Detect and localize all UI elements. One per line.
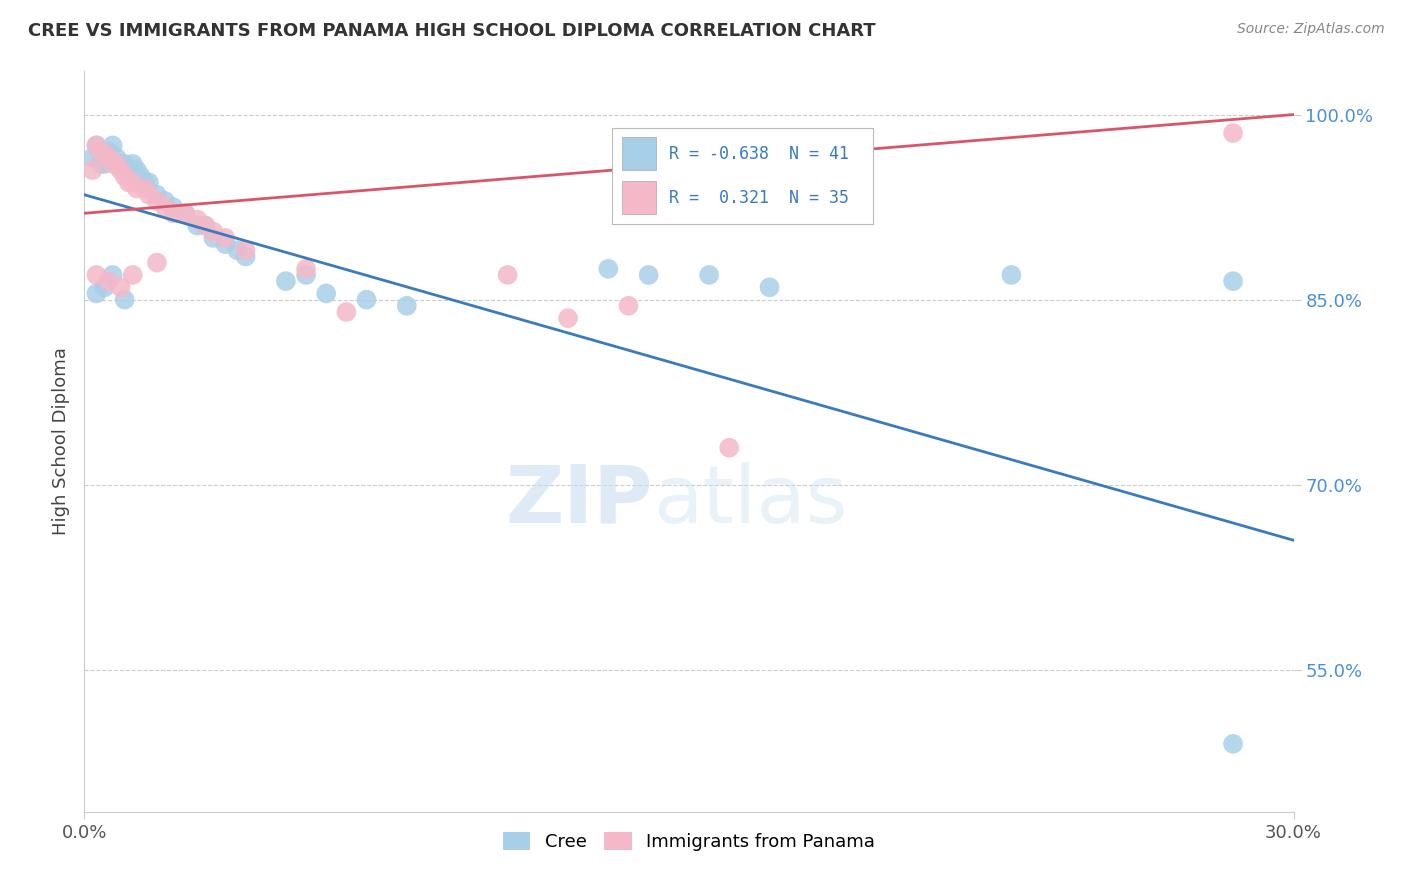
Point — [121, 175, 143, 189]
Point — [97, 274, 120, 288]
Point — [186, 219, 208, 233]
Point — [315, 286, 337, 301]
Text: R = -0.638: R = -0.638 — [669, 145, 769, 162]
Point — [93, 280, 115, 294]
Text: ZIP: ZIP — [505, 462, 652, 540]
Point — [395, 299, 418, 313]
Y-axis label: High School Diploma: High School Diploma — [52, 348, 70, 535]
Text: CREE VS IMMIGRANTS FROM PANAMA HIGH SCHOOL DIPLOMA CORRELATION CHART: CREE VS IMMIGRANTS FROM PANAMA HIGH SCHO… — [28, 22, 876, 40]
Point — [86, 138, 108, 153]
Text: atlas: atlas — [652, 462, 846, 540]
Point — [82, 151, 104, 165]
Point — [118, 163, 141, 178]
Point — [214, 237, 236, 252]
Point — [335, 305, 357, 319]
Legend: Cree, Immigrants from Panama: Cree, Immigrants from Panama — [496, 824, 882, 858]
Point — [202, 225, 225, 239]
Point — [110, 157, 132, 171]
Point — [129, 169, 152, 184]
Point — [121, 157, 143, 171]
Point — [718, 441, 741, 455]
Point — [114, 293, 136, 307]
Point — [97, 145, 120, 159]
Point — [235, 249, 257, 264]
Point — [1222, 737, 1244, 751]
Point — [110, 280, 132, 294]
Point — [118, 175, 141, 189]
Point — [295, 268, 318, 282]
Point — [105, 157, 128, 171]
Point — [295, 261, 318, 276]
Point — [637, 268, 659, 282]
Point — [93, 157, 115, 171]
Bar — [621, 181, 657, 214]
Point — [496, 268, 519, 282]
Point — [356, 293, 378, 307]
Point — [162, 206, 184, 220]
Point — [82, 163, 104, 178]
Point — [174, 206, 197, 220]
Point — [1222, 274, 1244, 288]
Point — [134, 175, 156, 189]
Text: N = 35: N = 35 — [789, 189, 849, 207]
Point — [101, 157, 124, 171]
Point — [101, 138, 124, 153]
Point — [125, 163, 148, 178]
Point — [134, 181, 156, 195]
Point — [97, 151, 120, 165]
Text: N = 41: N = 41 — [789, 145, 849, 162]
Point — [598, 261, 620, 276]
Point — [146, 187, 169, 202]
Point — [86, 286, 108, 301]
Point — [617, 299, 640, 313]
Point — [758, 280, 780, 294]
Point — [194, 219, 217, 233]
Point — [697, 268, 720, 282]
Point — [162, 200, 184, 214]
Point — [146, 194, 169, 208]
Bar — [621, 137, 657, 170]
Point — [194, 219, 217, 233]
Point — [235, 244, 257, 258]
Point — [153, 200, 176, 214]
Point — [214, 231, 236, 245]
Point — [202, 231, 225, 245]
Point — [114, 169, 136, 184]
Point — [125, 181, 148, 195]
Text: R =  0.321: R = 0.321 — [669, 189, 769, 207]
Point — [114, 157, 136, 171]
Point — [146, 255, 169, 269]
Point — [174, 206, 197, 220]
Point — [1222, 126, 1244, 140]
Point — [110, 163, 132, 178]
Point — [138, 175, 160, 189]
Point — [101, 268, 124, 282]
Point — [153, 194, 176, 208]
Point — [93, 147, 115, 161]
Point — [105, 151, 128, 165]
Point — [138, 187, 160, 202]
Point — [1000, 268, 1022, 282]
Text: Source: ZipAtlas.com: Source: ZipAtlas.com — [1237, 22, 1385, 37]
Point — [89, 145, 111, 159]
Point — [89, 157, 111, 171]
Point — [86, 268, 108, 282]
Point — [121, 268, 143, 282]
Point — [226, 244, 249, 258]
Point — [86, 138, 108, 153]
Point — [186, 212, 208, 227]
Point — [557, 311, 579, 326]
Point — [274, 274, 297, 288]
